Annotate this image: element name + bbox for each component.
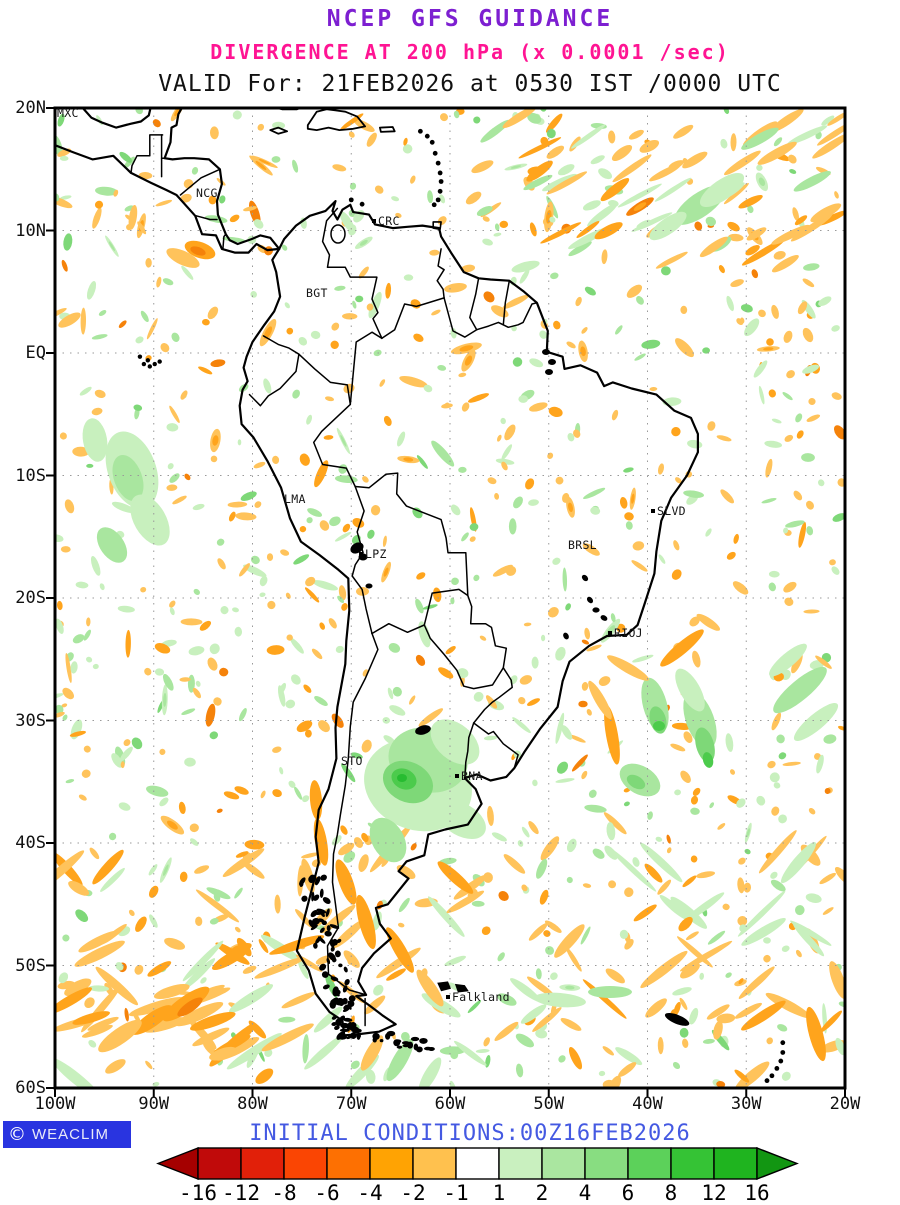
city-marker-dot [455,774,459,778]
city-label: NCG [196,186,218,200]
colorbar-segment [498,1147,543,1180]
lon-tick-label: 70W [335,1094,367,1114]
lat-tick-label: 60S [15,1078,46,1098]
colorbar-segment [455,1147,500,1180]
lon-tick-label: 40W [632,1094,663,1114]
lon-tick-label: 100W [34,1094,76,1114]
city-label: RIOJ [614,626,643,640]
city-label: BNA [461,769,483,783]
valid-time-line: VALID For: 21FEB2026 at 0530 IST /0000 U… [158,71,782,97]
lat-tick-label: 10S [15,465,46,486]
colorbar-segment [283,1147,328,1180]
lon-tick-label: 80W [237,1094,268,1114]
initial-conditions-line: INITIAL CONDITIONS:00Z16FEB2026 [249,1121,691,1146]
weaclim-brand-text: WEACLIM [32,1126,110,1143]
city-label: LPZ [365,547,387,561]
colorbar-segment [369,1147,414,1180]
colorbar-segment [326,1147,371,1180]
axes-frame [46,106,847,1097]
colorbar-tick-value: 2 [535,1181,549,1205]
colorbar-segment [412,1147,457,1180]
colorbar-segment [670,1147,715,1180]
city-label: MXC [57,106,79,120]
lon-tick-label: 50W [533,1094,565,1114]
colorbar-segment [197,1147,242,1180]
city-label: CRC [378,214,400,228]
city-label: SLVD [657,504,686,518]
city-marker-dot [359,552,363,556]
colorbar-segment [756,1146,799,1181]
page-title: NCEP GFS GUIDANCE [326,6,614,32]
lon-tick-label: 90W [138,1094,170,1114]
colorbar-tick-value: 4 [578,1181,592,1205]
lon-tick-label: 30W [730,1094,762,1114]
city-marker-dot [608,631,612,635]
lat-tick-label: 20N [15,98,46,118]
city-label: BGT [306,286,328,300]
city-label: STO [341,754,363,768]
divergence-field [55,108,845,1088]
colorbar-tick-value: 16 [744,1181,770,1205]
colorbar-tick-value: 8 [664,1181,678,1205]
copyright-icon: © [8,1123,26,1145]
city-marker-dot [372,219,376,223]
city-label: LMA [284,492,306,506]
colorbar-tick-value: 1 [492,1181,506,1205]
colorbar-segment [627,1147,672,1180]
coastlines-and-borders [55,108,786,1084]
colorbar-segment [541,1147,586,1180]
lat-tick-label: 30S [15,710,46,731]
city-marker-dot [446,995,450,999]
lon-tick-label: 60W [434,1094,466,1114]
colorbar-tick-value: 6 [621,1181,635,1205]
colorbar-segment [584,1147,629,1180]
colorbar-segment [240,1147,285,1180]
colorbar-segment [713,1147,758,1180]
lat-tick-label: 50S [15,955,46,976]
lat-tick-label: 20S [15,588,46,608]
city-label: Falkland [452,990,510,1004]
lat-tick-label: 40S [15,833,46,853]
city-label: BRSL [568,538,597,552]
colorbar-segment [156,1146,199,1181]
lat-tick-label: EQ [25,343,46,363]
page-subtitle: DIVERGENCE AT 200 hPa (x 0.0001 /sec) [210,40,730,64]
city-marker-dot [651,509,655,513]
lon-tick-label: 20W [829,1094,861,1114]
weaclim-logo: © WEACLIM [3,1121,131,1148]
lat-tick-label: 10N [15,220,46,241]
